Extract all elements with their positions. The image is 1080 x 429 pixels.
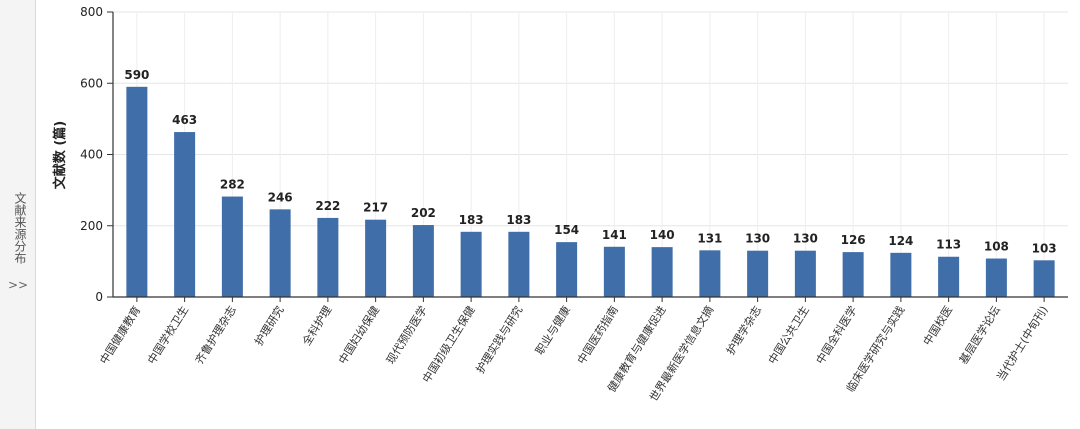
bar[interactable] xyxy=(365,219,387,297)
x-tick-label: 中国学校卫生 xyxy=(144,303,191,366)
bar[interactable] xyxy=(1033,260,1055,297)
x-tick-label: 职业与健康 xyxy=(532,303,573,357)
bar-value-label: 108 xyxy=(984,240,1009,254)
side-panel-label: 文献来源分布 xyxy=(13,192,27,264)
y-tick-label: 800 xyxy=(80,5,103,19)
y-tick-label: 0 xyxy=(95,290,103,304)
bar[interactable] xyxy=(317,217,339,297)
x-tick-label: 中国校医 xyxy=(920,303,955,348)
bar-value-label: 217 xyxy=(363,201,388,215)
bar-value-label: 222 xyxy=(315,199,340,213)
x-tick-label: 中国健康教育 xyxy=(97,303,144,366)
y-axis-title: 文献数 (篇) xyxy=(52,121,68,189)
bar[interactable] xyxy=(556,242,578,297)
bar[interactable] xyxy=(603,246,625,297)
bar-value-label: 183 xyxy=(506,213,531,227)
x-tick-label: 中国妇幼保健 xyxy=(335,303,382,366)
bar-value-label: 130 xyxy=(745,232,770,246)
bar-value-label: 113 xyxy=(936,238,961,252)
bar[interactable] xyxy=(794,250,816,297)
bar[interactable] xyxy=(508,231,530,297)
bar[interactable] xyxy=(174,132,196,297)
bar-value-label: 202 xyxy=(411,206,436,220)
bar[interactable] xyxy=(842,252,864,297)
bar[interactable] xyxy=(269,209,291,297)
y-tick-label: 200 xyxy=(80,219,103,233)
side-panel: 文献来源分布 >> xyxy=(0,0,36,429)
x-tick-label: 中国初级卫生保健 xyxy=(419,303,478,385)
bar[interactable] xyxy=(126,86,148,297)
bar-value-label: 590 xyxy=(124,68,149,82)
bar-value-label: 126 xyxy=(841,233,866,247)
x-tick-label: 中国全科医学 xyxy=(813,303,860,366)
bar[interactable] xyxy=(699,250,721,297)
bar-value-label: 131 xyxy=(697,231,722,245)
y-tick-label: 600 xyxy=(80,76,103,90)
bar-value-label: 124 xyxy=(888,234,913,248)
expand-toggle-icon[interactable]: >> xyxy=(8,278,29,292)
x-tick-label: 齐鲁护理杂志 xyxy=(192,303,239,366)
bars: 590 463 282 246 222 217 202 183 183 154 141 140 131 1… xyxy=(124,68,1057,297)
bar-value-label: 246 xyxy=(268,190,293,204)
bar-chart: 590 463 282 246 222 217 202 183 183 154 141 140 131 1… xyxy=(52,5,1068,404)
bar[interactable] xyxy=(985,258,1007,297)
x-tick-label: 现代预防医学 xyxy=(383,303,430,366)
bar[interactable] xyxy=(747,250,769,297)
bar-value-label: 183 xyxy=(459,213,484,227)
bar-value-label: 130 xyxy=(793,232,818,246)
x-tick-label: 护理实践与研究 xyxy=(473,303,526,376)
x-tick-label: 护理学杂志 xyxy=(723,303,764,357)
bar-value-label: 282 xyxy=(220,178,245,192)
chart-area: 590 463 282 246 222 217 202 183 183 154 141 140 131 1… xyxy=(36,0,1080,429)
bar-value-label: 140 xyxy=(650,228,675,242)
x-tick-label: 全科护理 xyxy=(299,303,334,348)
x-tick-label: 当代护士(中旬刊) xyxy=(993,303,1050,383)
bar[interactable] xyxy=(412,225,434,297)
bar-value-label: 141 xyxy=(602,228,627,242)
bar[interactable] xyxy=(221,196,243,297)
bar[interactable] xyxy=(938,256,960,297)
bar-value-label: 154 xyxy=(554,223,579,237)
y-tick-label: 400 xyxy=(80,148,103,162)
bar-value-label: 103 xyxy=(1032,241,1057,255)
grid-lines xyxy=(113,11,1068,297)
bar[interactable] xyxy=(890,252,912,297)
x-tick-label: 中国公共卫生 xyxy=(765,303,812,366)
bar[interactable] xyxy=(460,231,482,297)
x-tick-label: 中国医药指南 xyxy=(574,303,621,366)
x-tick-label: 基层医学论坛 xyxy=(956,303,1003,366)
bar-value-label: 463 xyxy=(172,113,197,127)
x-tick-label: 护理研究 xyxy=(251,303,286,348)
bar[interactable] xyxy=(651,247,673,297)
